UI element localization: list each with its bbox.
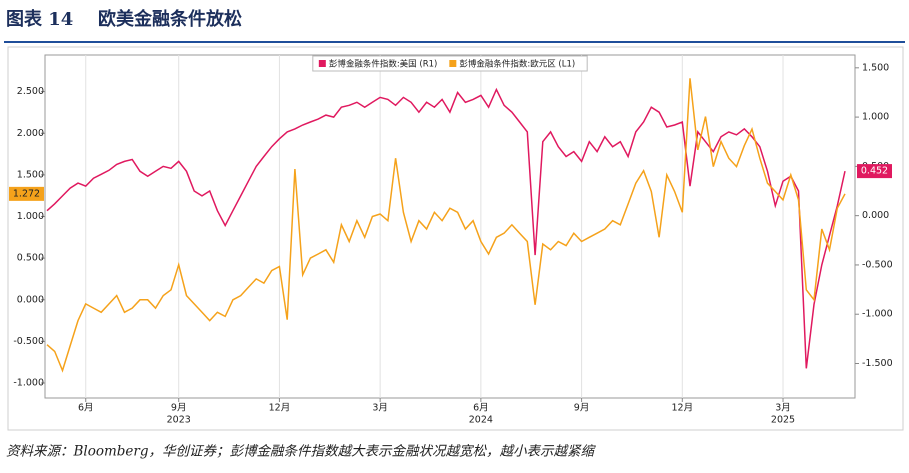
figure-label: 图表 14 xyxy=(6,8,73,30)
y2-tick-label: 0.000 xyxy=(862,210,889,221)
last-value-tag xyxy=(9,186,44,201)
y2-tick-label: -0.500 xyxy=(862,259,893,270)
year-label: 2024 xyxy=(469,415,493,426)
x-tick-label: 6月 xyxy=(78,403,94,414)
legend-label: 彭博金融条件指数:欧元区 (L1) xyxy=(459,59,575,70)
legend-swatch xyxy=(449,60,457,67)
y-tick-label: 2.000 xyxy=(17,128,44,139)
x-tick-label: 9月 xyxy=(171,403,187,414)
y-tick-label: 1.000 xyxy=(17,211,44,222)
x-tick-label: 9月 xyxy=(574,403,590,414)
y2-tick-label: -1.000 xyxy=(862,309,893,320)
chart-title: 欧美金融条件放松 xyxy=(98,8,242,30)
y-tick-label: 1.500 xyxy=(17,169,44,180)
x-tick-label: 12月 xyxy=(672,403,694,414)
y-tick-label: -1.000 xyxy=(13,378,44,389)
series-line xyxy=(46,78,846,373)
x-tick-label: 3月 xyxy=(775,403,791,414)
year-label: 2025 xyxy=(771,415,795,426)
legend-label: 彭博金融条件指数:美国 (R1) xyxy=(329,59,438,70)
chart-frame xyxy=(7,46,904,431)
y-tick-label: 2.500 xyxy=(17,86,44,97)
source-note: 资料来源：Bloomberg，华创证券；彭博金融条件指数越大表示金融状况越宽松，… xyxy=(6,444,597,460)
y-tick-label: -0.500 xyxy=(13,336,44,347)
x-tick-label: 12月 xyxy=(269,403,291,414)
last-value-label: 0.452 xyxy=(861,166,888,177)
last-value-tag xyxy=(857,164,892,179)
y-tick-label: 0.500 xyxy=(17,253,44,264)
last-value-label: 1.272 xyxy=(13,188,40,199)
y2-tick-label: 1.500 xyxy=(862,62,889,73)
y-tick-label: 0.000 xyxy=(17,294,44,305)
x-tick-label: 3月 xyxy=(372,403,388,414)
plot-frame xyxy=(44,54,856,399)
year-label: 2023 xyxy=(167,415,191,426)
y2-tick-label: -1.500 xyxy=(862,358,893,369)
series-line xyxy=(46,87,846,369)
legend-swatch xyxy=(318,60,326,67)
x-tick-label: 6月 xyxy=(473,403,489,414)
y2-tick-label: 1.000 xyxy=(862,112,889,123)
